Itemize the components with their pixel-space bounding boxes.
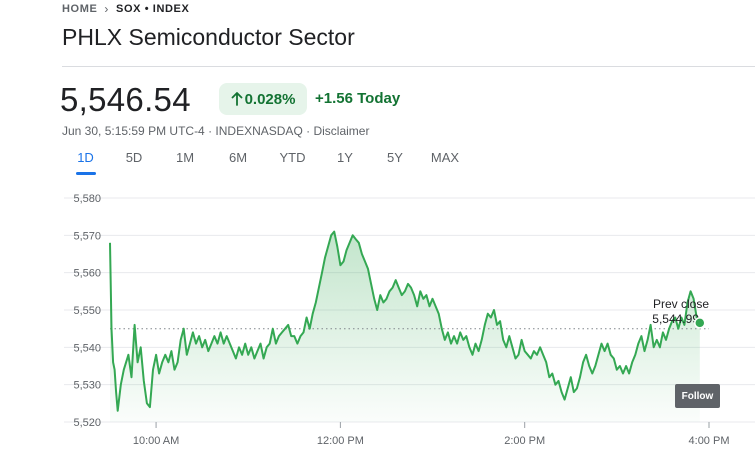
tab-ytd[interactable]: YTD bbox=[279, 150, 306, 165]
y-tick-label: 5,540 bbox=[73, 342, 101, 354]
divider bbox=[62, 66, 755, 67]
percent-change-badge: 0.028% bbox=[219, 83, 307, 115]
tab-1y[interactable]: 1Y bbox=[337, 150, 353, 165]
absolute-change: +1.56 Today bbox=[315, 90, 401, 107]
current-price: 5,546.54 bbox=[60, 81, 191, 118]
meta-separator: · bbox=[306, 124, 311, 138]
y-tick-label: 5,580 bbox=[73, 193, 101, 205]
y-tick-label: 5,570 bbox=[73, 230, 101, 242]
arrow-up-icon bbox=[231, 92, 242, 106]
breadcrumb-home[interactable]: HOME bbox=[62, 3, 98, 15]
page-title: PHLX Semiconductor Sector bbox=[62, 24, 355, 50]
x-tick-label: 2:00 PM bbox=[504, 435, 545, 447]
prev-close-value: 5,544.99 bbox=[652, 312, 699, 326]
x-tick-label: 12:00 PM bbox=[317, 435, 364, 447]
tab-5d[interactable]: 5D bbox=[125, 150, 143, 165]
disclaimer-link[interactable]: Disclaimer bbox=[313, 124, 370, 138]
price-chart[interactable]: 5,580 5,570 5,560 5,550 5,540 5,530 5,520 10:0… bbox=[0, 185, 755, 454]
tab-5y[interactable]: 5Y bbox=[387, 150, 403, 165]
range-tabs: 1D 5D 1M 6M YTD 1Y 5Y MAX bbox=[62, 150, 470, 174]
y-tick-label: 5,520 bbox=[73, 417, 101, 429]
last-price-dot bbox=[694, 317, 706, 329]
exchange: INDEXNASDAQ bbox=[215, 124, 303, 138]
x-tick-label: 10:00 AM bbox=[133, 435, 179, 447]
y-tick-label: 5,550 bbox=[73, 305, 101, 317]
tab-6m[interactable]: 6M bbox=[228, 150, 248, 165]
tab-1m[interactable]: 1M bbox=[175, 150, 195, 165]
tab-1d[interactable]: 1D bbox=[62, 150, 109, 174]
prev-close-label: Prev close bbox=[653, 297, 709, 311]
tab-max[interactable]: MAX bbox=[430, 150, 460, 165]
follow-button[interactable]: Follow bbox=[675, 384, 720, 408]
percent-change-value: 0.028% bbox=[244, 90, 296, 108]
breadcrumb-current: SOX • INDEX bbox=[116, 3, 190, 15]
price-area bbox=[110, 231, 700, 422]
chevron-right-icon: › bbox=[104, 2, 110, 16]
timestamp: Jun 30, 5:15:59 PM UTC-4 bbox=[62, 124, 205, 138]
x-tick-label: 4:00 PM bbox=[689, 435, 730, 447]
meta-separator: · bbox=[208, 124, 216, 138]
quote-meta: Jun 30, 5:15:59 PM UTC-4 · INDEXNASDAQ ·… bbox=[62, 124, 369, 138]
breadcrumb: HOME › SOX • INDEX bbox=[62, 2, 189, 16]
price-line bbox=[109, 230, 701, 412]
y-tick-label: 5,530 bbox=[73, 380, 101, 392]
y-tick-label: 5,560 bbox=[73, 268, 101, 280]
